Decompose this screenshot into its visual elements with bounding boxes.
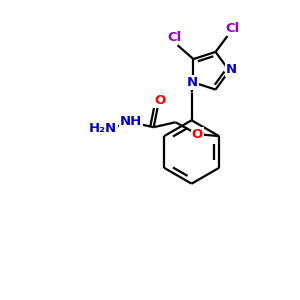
Text: NH: NH xyxy=(120,115,142,128)
Text: N: N xyxy=(187,76,198,89)
Text: Cl: Cl xyxy=(167,31,182,44)
Text: Cl: Cl xyxy=(225,22,239,34)
Text: O: O xyxy=(154,94,165,107)
Text: H₂N: H₂N xyxy=(89,122,117,135)
Text: O: O xyxy=(192,128,203,141)
Text: N: N xyxy=(226,63,237,76)
